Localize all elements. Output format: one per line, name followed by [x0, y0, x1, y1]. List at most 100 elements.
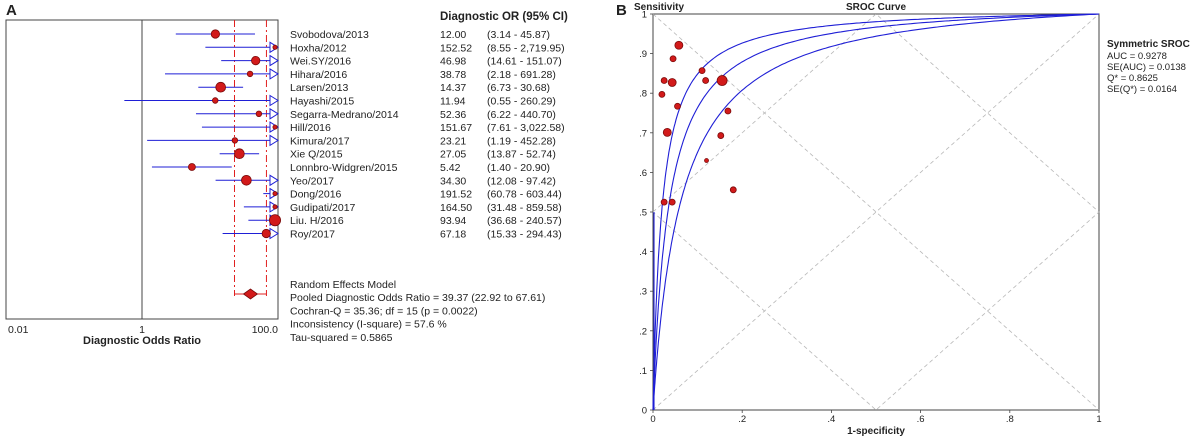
sroc-point-9 [698, 67, 706, 75]
study-or-11: 34.30 [440, 175, 466, 187]
study-or-9: 27.05 [440, 149, 466, 161]
study-marker [210, 29, 220, 39]
forest-table-header: Diagnostic OR (95% CI) [440, 11, 568, 23]
study-marker [261, 228, 271, 239]
sroc-y-axis-label: Sensitivity [634, 2, 684, 13]
summary-line-0: Random Effects Model [290, 279, 396, 291]
forest-study-0 [175, 29, 255, 39]
forest-study-5 [124, 94, 279, 107]
grid-diamond [652, 13, 1100, 411]
study-name-15: Roy/2017 [290, 229, 335, 241]
study-or-10: 5.42 [440, 162, 461, 174]
forest-study-12 [263, 187, 279, 200]
ci-arrow [269, 227, 279, 240]
study-marker [241, 175, 252, 186]
sroc-y-tick-0: 0 [642, 406, 647, 417]
sroc-point-0 [674, 40, 684, 50]
study-or-2: 46.98 [440, 56, 466, 68]
study-marker [268, 214, 281, 227]
study-or-3: 38.78 [440, 69, 466, 81]
study-name-9: Xie Q/2015 [290, 149, 343, 161]
study-marker [255, 110, 263, 117]
forest-study-6 [195, 107, 279, 120]
study-name-4: Larsen/2013 [290, 82, 349, 94]
sroc-point-7 [660, 198, 668, 206]
study-ci-6: (6.22 - 440.70) [487, 109, 556, 121]
forest-x-tick-0: 0.01 [8, 324, 29, 336]
study-ci-11: (12.08 - 97.42) [487, 175, 556, 187]
forest-x-tick-2: 100.0 [252, 324, 278, 336]
study-name-3: Hihara/2016 [290, 69, 347, 81]
study-ci-12: (60.78 - 603.44) [487, 189, 562, 201]
study-name-6: Segarra-Medrano/2014 [290, 109, 399, 121]
study-ci-8: (1.19 - 452.28) [487, 135, 556, 147]
sroc-point-2 [660, 77, 668, 84]
study-ci-0: (3.14 - 45.87) [487, 29, 550, 41]
panel-label-b: B [616, 2, 627, 19]
sroc-point-8 [668, 198, 676, 206]
study-or-5: 11.94 [440, 96, 466, 108]
grid-diagonal [652, 13, 1100, 411]
forest-table: Svobodova/2013 12.00 (3.14 - 45.87) Hoxha/2… [290, 29, 565, 241]
forest-study-15 [222, 227, 279, 240]
forest-study-11 [215, 174, 279, 187]
sroc-legend-title: Symmetric SROC [1107, 39, 1190, 50]
study-name-14: Liu. H/2016 [290, 215, 344, 227]
ci-arrow [269, 134, 279, 147]
sroc-curve [652, 13, 1100, 410]
study-or-13: 164.50 [440, 202, 472, 214]
sroc-point-3 [667, 78, 677, 87]
sroc-y-tick-2: .2 [639, 326, 647, 337]
study-name-5: Hayashi/2015 [290, 96, 354, 108]
sroc-x-axis-label: 1-specificity [847, 426, 905, 437]
sroc-x-tick-1: .2 [738, 414, 746, 425]
sroc-y-tick-9: .9 [639, 49, 647, 60]
sroc-y-tick-5: .5 [639, 208, 647, 219]
forest-study-13 [243, 200, 279, 213]
study-name-2: Wei.SY/2016 [290, 56, 351, 68]
study-name-11: Yeo/2017 [290, 175, 334, 187]
study-name-8: Kimura/2017 [290, 135, 350, 147]
study-ci-5: (0.55 - 260.29) [487, 96, 556, 108]
pooled-diamond [242, 288, 259, 300]
sroc-lower-band [652, 13, 1100, 410]
ci-arrow [269, 67, 279, 80]
sroc-title: SROC Curve [846, 2, 906, 13]
sroc-x-tick-0: 0 [650, 414, 655, 425]
sroc-legend-se-auc: SE(AUC) = 0.0138 [1107, 62, 1186, 73]
forest-study-7 [201, 121, 279, 134]
study-ci-4: (6.73 - 30.68) [487, 82, 550, 94]
study-name-7: Hill/2016 [290, 122, 331, 134]
sroc-y-tick-1: .1 [639, 366, 647, 377]
sroc-legend-auc: AUC = 0.9278 [1107, 51, 1167, 62]
study-marker [272, 191, 278, 197]
sroc-y-tick-4: .4 [639, 247, 647, 258]
study-ci-15: (15.33 - 294.43) [487, 229, 562, 241]
study-ci-2: (14.61 - 151.07) [487, 56, 562, 68]
forest-study-10 [151, 163, 232, 171]
sroc-legend: Symmetric SROC AUC = 0.9278 SE(AUC) = 0.… [1107, 39, 1190, 95]
study-marker [272, 204, 278, 210]
study-or-8: 23.21 [440, 135, 466, 147]
sroc-point-5 [674, 102, 681, 110]
sroc-upper-band [652, 13, 1100, 410]
sroc-point-12 [724, 107, 732, 115]
study-ci-14: (36.68 - 240.57) [487, 215, 562, 227]
ci-arrow [269, 94, 279, 107]
study-name-13: Gudipati/2017 [290, 202, 356, 214]
sroc-plot: 0 .2 .4 .6 .8 1 0 .1 .2 .3 .4 .5 .6 .7 .8 .9 1 Sensitivi… [634, 2, 1102, 437]
study-marker [246, 70, 254, 78]
forest-study-2 [221, 54, 279, 67]
forest-x-tick-1: 1 [139, 324, 145, 336]
ci-arrow [269, 54, 279, 67]
study-or-0: 12.00 [440, 29, 466, 41]
study-ci-7: (7.61 - 3,022.58) [487, 122, 565, 134]
forest-study-1 [205, 41, 279, 54]
study-or-14: 93.94 [440, 215, 466, 227]
study-marker [251, 55, 261, 66]
study-name-1: Hoxha/2012 [290, 42, 347, 54]
summary-line-2: Cochran-Q = 35.36; df = 15 (p = 0.0022) [290, 305, 478, 317]
study-name-0: Svobodova/2013 [290, 29, 369, 41]
